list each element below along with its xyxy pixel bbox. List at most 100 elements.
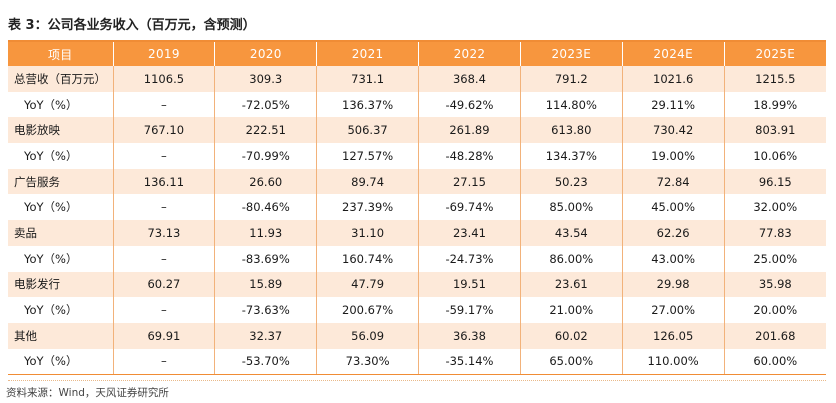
- table-cell: 62.26: [622, 220, 725, 246]
- table-cell: -59.17%: [418, 297, 521, 323]
- table-cell: 11.93: [214, 220, 318, 246]
- header-item: 项目: [8, 42, 114, 66]
- table-cell: 73.30%: [316, 348, 420, 376]
- table-cell: 803.91: [724, 117, 826, 144]
- row-label-yoy: YoY（%）: [8, 143, 114, 169]
- table-cell: -24.73%: [418, 245, 521, 272]
- table-row: YoY（%） – -53.70% 73.30% -35.14% 65.00% 110.00%…: [8, 348, 826, 376]
- table-cell: 160.74%: [316, 245, 420, 272]
- table-cell: 60.02: [520, 322, 623, 349]
- table-row: 电影发行 60.27 15.89 47.79 19.51 23.61 29.98 35.98: [8, 271, 826, 298]
- table-row: 总营收（百万元） 1106.5 309.3 731.1 368.4 791.2 1021.6…: [8, 66, 826, 92]
- table-cell: 56.09: [316, 322, 420, 349]
- table-cell: 18.99%: [724, 91, 826, 118]
- table-cell: -83.69%: [214, 245, 318, 272]
- table-cell: -73.63%: [214, 297, 318, 323]
- table-cell: 1106.5: [113, 66, 216, 92]
- table-cell: 89.74: [316, 168, 420, 195]
- table-cell: 10.06%: [724, 143, 826, 169]
- table-cell: 767.10: [113, 117, 216, 144]
- header-year-2022: 2022: [418, 42, 521, 66]
- table-cell: 309.3: [214, 66, 318, 92]
- table-cell: 27.00%: [622, 297, 725, 323]
- table-cell: –: [113, 194, 216, 221]
- table-cell: 25.00%: [724, 245, 826, 272]
- table-cell: -49.62%: [418, 91, 521, 118]
- table-cell: 69.91: [113, 322, 216, 349]
- table-row: 电影放映 767.10 222.51 506.37 261.89 613.80 730.42…: [8, 117, 826, 144]
- header-row: 项目 2019 2020 2021 2022 2023E 2024E 2025E: [8, 42, 826, 66]
- header-year-2025e: 2025E: [724, 42, 826, 66]
- table-cell: 47.79: [316, 271, 420, 298]
- table-cell: 791.2: [520, 66, 623, 92]
- table-cell: 15.89: [214, 271, 318, 298]
- table-cell: 29.11%: [622, 91, 725, 118]
- table-cell: -70.99%: [214, 143, 318, 169]
- table-row: YoY（%） – -83.69% 160.74% -24.73% 86.00% 43.00%…: [8, 245, 826, 272]
- table-cell: 19.51: [418, 271, 521, 298]
- table-row: YoY（%） – -80.46% 237.39% -69.74% 85.00% 45.00%…: [8, 194, 826, 221]
- table-cell: 43.00%: [622, 245, 725, 272]
- table-row: YoY（%） – -70.99% 127.57% -48.28% 134.37% 19.00…: [8, 143, 826, 169]
- revenue-table: 项目 2019 2020 2021 2022 2023E 2024E 2025E…: [8, 42, 826, 376]
- table-cell: 36.38: [418, 322, 521, 349]
- table-row: YoY（%） – -73.63% 200.67% -59.17% 21.00% 27.00%…: [8, 297, 826, 323]
- table-cell: 60.27: [113, 271, 216, 298]
- table-cell: -35.14%: [418, 348, 521, 376]
- table-cell: -72.05%: [214, 91, 318, 118]
- table-cell: 200.67%: [316, 297, 420, 323]
- header-year-2024e: 2024E: [622, 42, 725, 66]
- row-label-yoy: YoY（%）: [8, 194, 114, 221]
- table-cell: 126.05: [622, 322, 725, 349]
- table-cell: 222.51: [214, 117, 318, 144]
- table-cell: 730.42: [622, 117, 725, 144]
- table-cell: 1215.5: [724, 66, 826, 92]
- table-cell: 237.39%: [316, 194, 420, 221]
- table-cell: 731.1: [316, 66, 420, 92]
- row-label: 其他: [8, 322, 114, 349]
- row-label-yoy: YoY（%）: [8, 245, 114, 272]
- table-cell: 23.61: [520, 271, 623, 298]
- table-cell: 368.4: [418, 66, 521, 92]
- table-cell: 72.84: [622, 168, 725, 195]
- table-cell: –: [113, 297, 216, 323]
- table-cell: 19.00%: [622, 143, 725, 169]
- row-label-yoy: YoY（%）: [8, 297, 114, 323]
- table-cell: 65.00%: [520, 348, 623, 376]
- table-cell: 127.57%: [316, 143, 420, 169]
- table-cell: 27.15: [418, 168, 521, 195]
- table-cell: 43.54: [520, 220, 623, 246]
- row-label-yoy: YoY（%）: [8, 91, 114, 118]
- source-note: 资料来源：Wind，天风证券研究所: [6, 387, 169, 399]
- table-row: YoY（%） – -72.05% 136.37% -49.62% 114.80% 29.11…: [8, 91, 826, 118]
- row-label: 电影发行: [8, 271, 114, 298]
- table-cell: 136.37%: [316, 91, 420, 118]
- table-cell: -53.70%: [214, 348, 318, 376]
- table-cell: –: [113, 245, 216, 272]
- table-cell: 613.80: [520, 117, 623, 144]
- row-label: 电影放映: [8, 117, 114, 144]
- table-cell: 110.00%: [622, 348, 725, 376]
- table-cell: 134.37%: [520, 143, 623, 169]
- table-cell: 60.00%: [724, 348, 826, 376]
- table-cell: –: [113, 348, 216, 376]
- table-cell: 114.80%: [520, 91, 623, 118]
- table-row: 其他 69.91 32.37 56.09 36.38 60.02 126.05 201.68: [8, 322, 826, 349]
- table-cell: -48.28%: [418, 143, 521, 169]
- table-cell: 31.10: [316, 220, 420, 246]
- table-cell: 35.98: [724, 271, 826, 298]
- table-cell: 261.89: [418, 117, 521, 144]
- revenue-table-container: 项目 2019 2020 2021 2022 2023E 2024E 2025E…: [8, 42, 826, 376]
- header-year-2019: 2019: [113, 42, 216, 66]
- table-cell: 32.37: [214, 322, 318, 349]
- table-cell: 29.98: [622, 271, 725, 298]
- table-cell: 136.11: [113, 168, 216, 195]
- table-cell: 23.41: [418, 220, 521, 246]
- table-cell: –: [113, 91, 216, 118]
- table-cell: -69.74%: [418, 194, 521, 221]
- table-cell: 96.15: [724, 168, 826, 195]
- header-year-2021: 2021: [316, 42, 420, 66]
- table-title: 表 3：公司各业务收入（百万元，含预测）: [8, 18, 256, 33]
- table-cell: 77.83: [724, 220, 826, 246]
- table-cell: -80.46%: [214, 194, 318, 221]
